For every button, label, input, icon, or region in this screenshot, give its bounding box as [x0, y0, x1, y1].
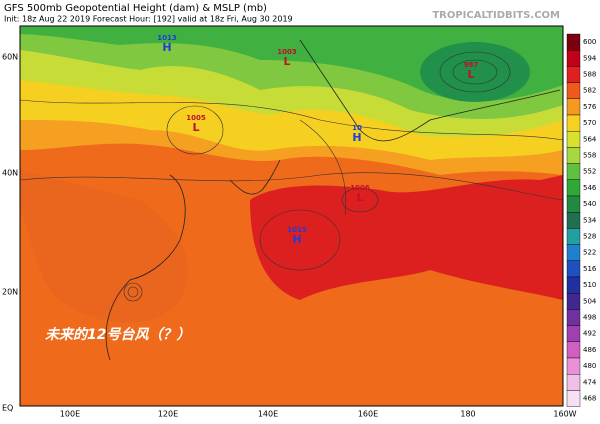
lon-label: 100E: [60, 410, 80, 419]
colorbar-label: 558: [583, 152, 596, 160]
colorbar-swatch: [566, 244, 581, 262]
colorbar-label: 486: [583, 346, 597, 354]
colorbar-swatch: [566, 390, 581, 407]
subtitle: Init: 18z Aug 22 2019 Forecast Hour: [19…: [4, 15, 293, 24]
colorbar-swatch: [566, 66, 581, 83]
center-value: 987: [464, 61, 479, 69]
center-letter: H: [352, 131, 361, 144]
colorbar-label: 594: [583, 54, 597, 62]
red-ridge: [250, 175, 563, 300]
center-value: 1005: [186, 114, 206, 122]
lon-label: 120E: [158, 410, 178, 419]
colorbar-label: 582: [583, 87, 596, 95]
colorbar-label: 564: [583, 135, 597, 143]
colorbar-swatch: [566, 179, 581, 197]
colorbar-swatch: [566, 147, 581, 164]
center-value: 1003: [277, 48, 297, 56]
colorbar-swatch: [566, 309, 581, 326]
center-letter: L: [467, 68, 474, 81]
colorbar-label: 474: [583, 378, 597, 386]
colorbar-swatch: [566, 50, 581, 67]
colorbar-label: 576: [583, 103, 597, 111]
colorbar-label: 504: [583, 297, 597, 305]
lat-label: 60N: [2, 53, 18, 62]
colorbar-label: 552: [583, 168, 596, 176]
lon-label: 140E: [258, 410, 278, 419]
center-value: 1015: [287, 226, 307, 234]
colorbar-swatch: [566, 325, 581, 343]
colorbar-swatch: [566, 130, 581, 148]
title: GFS 500mb Geopotential Height (dam) & MS…: [4, 3, 267, 14]
colorbar-swatch: [566, 114, 581, 132]
center-letter: H: [162, 41, 171, 54]
colorbar-label: 546: [583, 184, 597, 192]
coastlines: [105, 39, 561, 361]
colorbar-swatch: [566, 276, 581, 294]
lon-label: 160W: [553, 410, 576, 419]
center-letter: L: [192, 121, 199, 134]
colorbar-swatch: [566, 228, 581, 245]
annotation: 未来的12号台风（？）: [45, 326, 190, 343]
watermark: TROPICALTIDBITS.COM: [432, 10, 560, 21]
lat-label: EQ: [2, 404, 13, 413]
colorbar-swatch: [566, 211, 581, 229]
colorbar-label: 522: [583, 249, 596, 257]
colorbar-label: 468: [583, 395, 596, 403]
center-letter: L: [356, 191, 363, 204]
land-shade: [20, 170, 188, 323]
lon-label: 160E: [358, 410, 378, 419]
lat-label: 20N: [2, 288, 18, 297]
colorbar-label: 492: [583, 330, 596, 338]
dark-green-low: [420, 42, 530, 102]
colorbar-swatch: [566, 33, 581, 51]
colorbar-label: 600: [583, 38, 596, 46]
contours: [20, 51, 563, 302]
center-value: 1006: [350, 184, 370, 192]
center-letter: L: [283, 55, 290, 68]
center-value: 10: [352, 124, 362, 132]
colorbar-label: 480: [583, 362, 596, 370]
colorbar-swatch: [566, 195, 581, 213]
colorbar-swatch: [566, 341, 581, 359]
lat-label: 40N: [2, 169, 18, 178]
map-frame: [19, 25, 564, 407]
colorbar-label: 528: [583, 233, 596, 241]
colorbar-label: 498: [583, 314, 596, 322]
center-letter: H: [292, 233, 301, 246]
colorbar-swatch: [566, 260, 581, 278]
colorbar-label: 516: [583, 265, 597, 273]
colorbar-label: 540: [583, 200, 596, 208]
colorbar-swatch: [566, 82, 581, 99]
colorbar-swatch: [566, 163, 581, 181]
colorbar-label: 570: [583, 119, 596, 127]
colorbar-swatch: [566, 357, 581, 375]
colorbar-swatch: [566, 98, 581, 116]
colorbar-label: 588: [583, 71, 596, 79]
colorbar-label: 534: [583, 216, 597, 224]
colorbar-swatch: [566, 374, 581, 391]
lon-label: 180: [460, 410, 475, 419]
map-area: 未来的12号台风（？）: [19, 25, 564, 407]
center-value: 1013: [157, 34, 177, 42]
colorbar-label: 510: [583, 281, 596, 289]
colorbar-swatch: [566, 293, 581, 310]
